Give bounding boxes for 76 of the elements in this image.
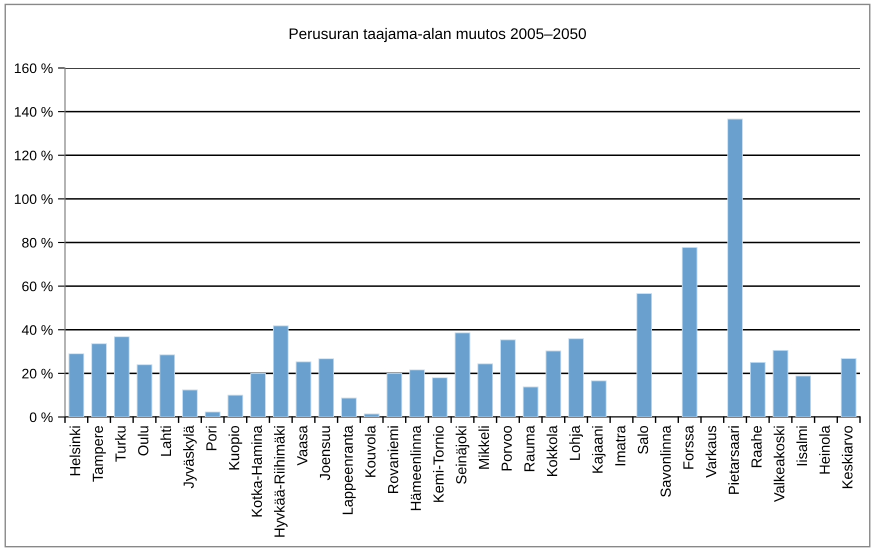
x-tick-label: Rovaniemi [388, 426, 398, 494]
bar [250, 372, 266, 417]
bar [522, 386, 538, 417]
x-tick-label: Kemi-Tornio [432, 426, 444, 502]
bar [182, 390, 198, 417]
x-tick-label: Kouvola [364, 425, 376, 477]
x-tick-label: Pori [206, 426, 217, 450]
x-tick-label: Kotka-Hamina [251, 425, 262, 517]
bar [840, 358, 856, 417]
x-tick-label: Seinäjoki [456, 426, 470, 484]
bar [91, 343, 107, 417]
bar [364, 414, 380, 417]
x-tick-label: Heinola [819, 425, 830, 474]
bar [590, 380, 607, 417]
y-tick-label: 60 % [22, 281, 53, 292]
bar [432, 377, 448, 417]
x-tick-label: Mikkeli [478, 426, 490, 469]
bar [500, 339, 516, 417]
x-tick-label: Kokkola [546, 425, 558, 476]
bar [136, 364, 152, 417]
x-tick-label: Joensuu [320, 426, 330, 480]
bar [228, 394, 244, 417]
y-tick-label: 100 % [14, 194, 53, 204]
bar [546, 350, 562, 417]
x-tick-label: Lappeenranta [342, 425, 356, 514]
y-tick-label: 80 % [22, 238, 53, 248]
bar [68, 353, 84, 417]
x-tick-label: Hyvkää-Riihimäki [274, 426, 288, 537]
bar [568, 338, 584, 417]
y-tick-label: 40 % [22, 325, 53, 335]
bar [386, 372, 402, 417]
y-tick-label: 0 % [30, 412, 53, 422]
x-tick-label: Rauma [524, 425, 535, 472]
y-tick-label: 120 % [14, 150, 53, 160]
x-tick-label: Pietarsaari [728, 426, 739, 494]
y-tick-label: 20 % [22, 368, 53, 379]
x-tick-label: Salo [637, 426, 648, 454]
x-tick-label: Jyväskylä [183, 425, 197, 488]
x-tick-label: Kajaani [592, 426, 606, 473]
bar [772, 350, 788, 417]
x-tick-label: Imatra [615, 425, 626, 466]
x-tick-label: Valkeakoski [774, 426, 784, 502]
x-tick-label: Iisalmi [796, 426, 808, 466]
bar [454, 332, 470, 417]
bar [750, 362, 766, 417]
chart-title: Perusuran taajama-alan muutos 2005–2050 [290, 28, 586, 42]
bar [795, 376, 812, 417]
x-tick-label: Oulu [138, 426, 148, 456]
bar [409, 369, 425, 417]
y-tick-label: 160 % [14, 63, 53, 74]
y-tick-label: 140 % [14, 106, 53, 117]
bar [159, 354, 176, 417]
bar [272, 325, 289, 417]
x-tick-label: Helsinki [70, 426, 80, 476]
bar [318, 358, 334, 417]
x-tick-label: Porvoo [502, 426, 512, 470]
x-tick-label: Keskiarvo [842, 426, 853, 488]
bar [477, 363, 494, 417]
x-tick-label: Raahe [750, 426, 762, 468]
x-tick-label: Hämeenlinna [410, 425, 421, 510]
bar [296, 361, 312, 417]
bar [204, 412, 220, 417]
bar [727, 118, 743, 417]
bar [341, 398, 357, 417]
x-tick-label: Tampere [92, 426, 106, 482]
x-tick-label: Varkaus [706, 426, 716, 478]
x-tick-label: Vaasa [297, 425, 308, 466]
x-tick-label: Lohja [569, 425, 583, 460]
bar [636, 293, 652, 417]
bar [682, 247, 698, 417]
x-tick-label: Savonlinna [660, 425, 671, 497]
x-tick-label: Forssa [683, 425, 694, 469]
x-tick-label: Lahti [160, 426, 172, 456]
x-tick-label: Turku [114, 426, 126, 462]
bar [114, 336, 130, 417]
x-tick-label: Kuopio [228, 426, 242, 470]
